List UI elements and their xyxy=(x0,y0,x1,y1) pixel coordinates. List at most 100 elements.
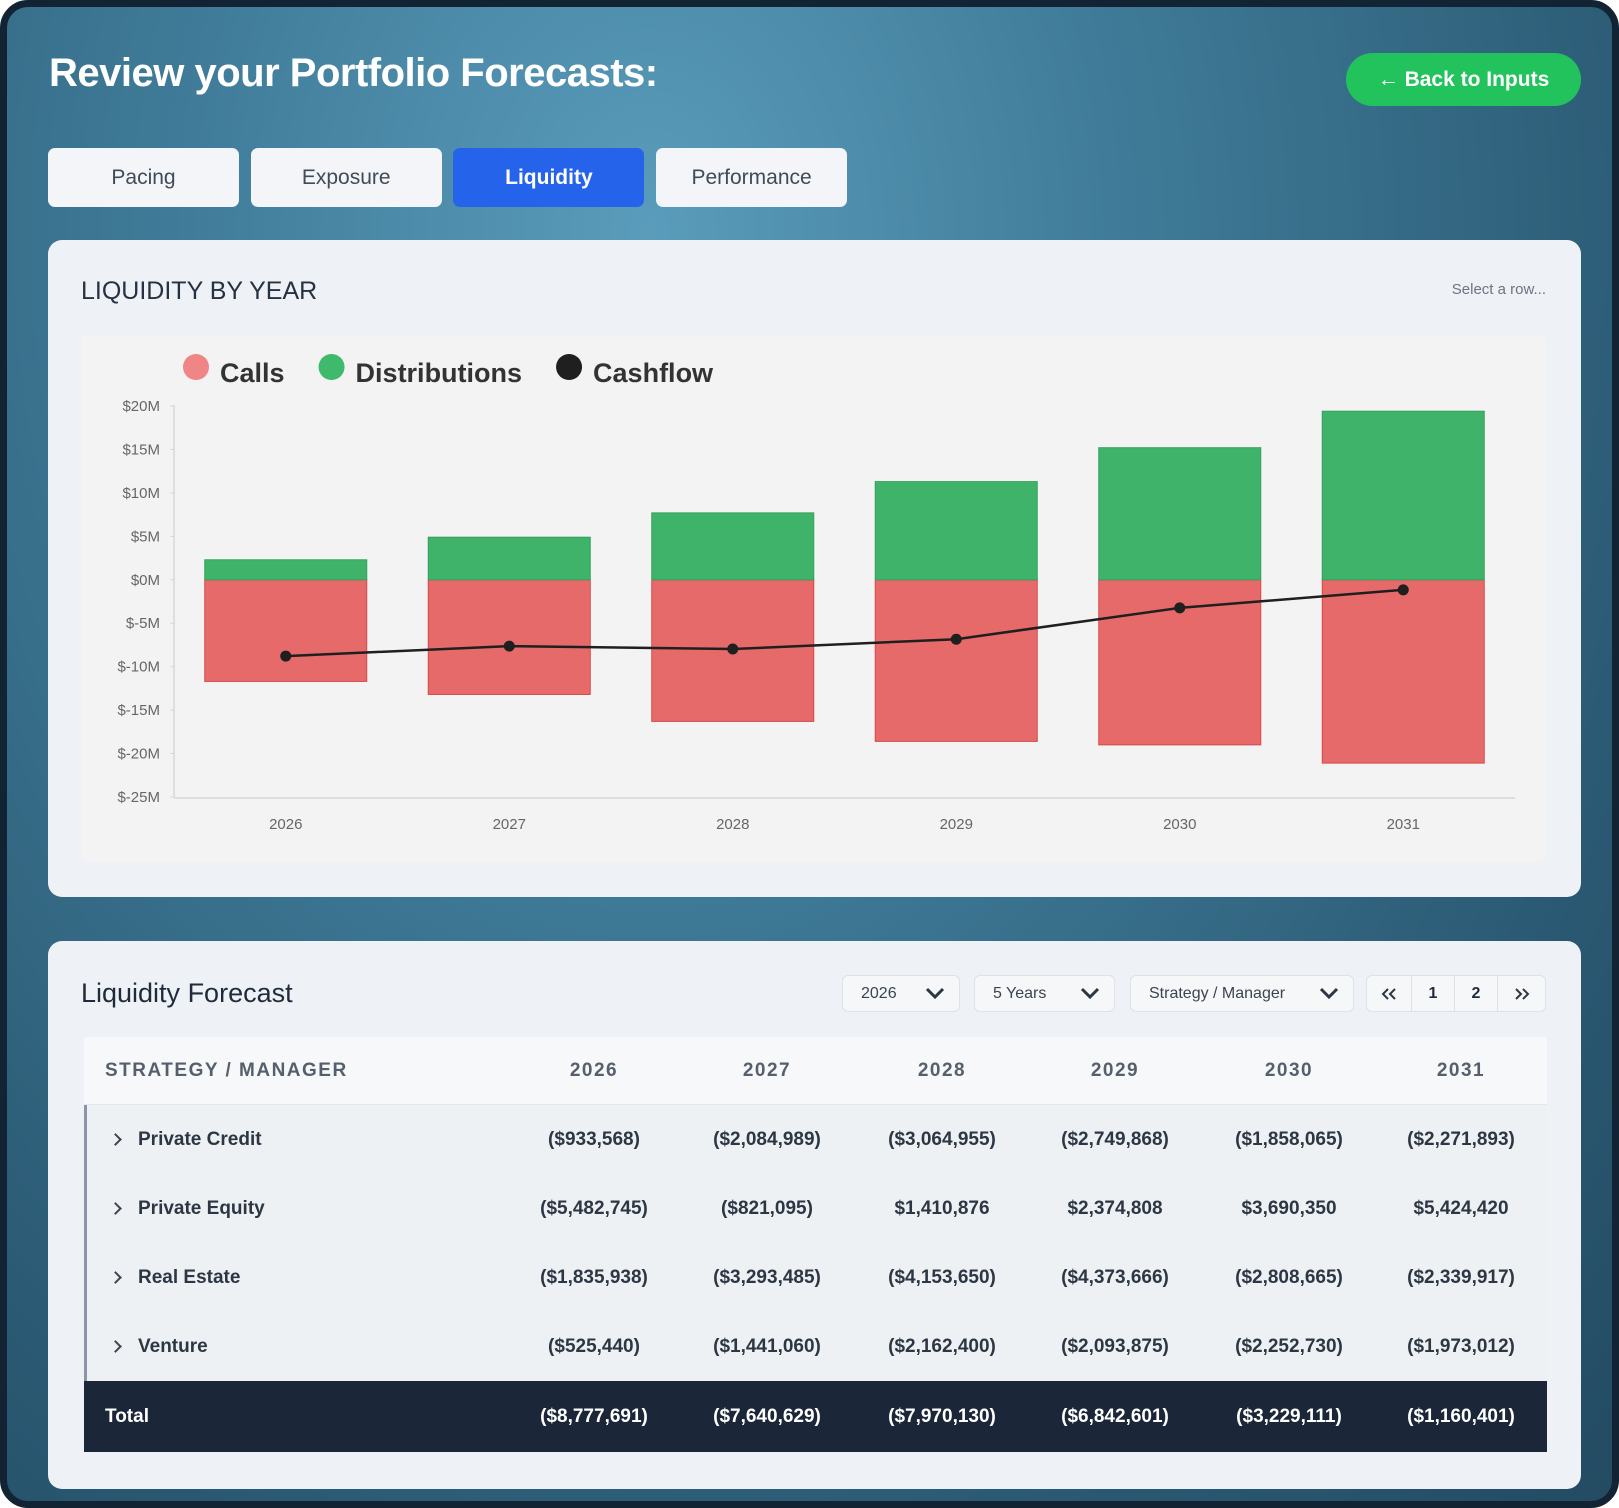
header-cell: 2029 xyxy=(1090,1059,1140,1081)
chevron xyxy=(1080,987,1100,1000)
expand-icon[interactable] xyxy=(109,1271,122,1284)
value-cell: ($933,568) xyxy=(548,1128,640,1150)
range-select[interactable]: 5 Years xyxy=(974,975,1115,1012)
legend-label: Calls xyxy=(220,358,285,388)
table-row[interactable]: Real Estate ($1,835,938) ($3,293,485) ($4,1… xyxy=(84,1243,1547,1312)
table-row[interactable]: Private Equity ($5,482,745) ($821,095) $1,4… xyxy=(84,1174,1547,1243)
bar xyxy=(204,559,368,581)
double-right-icon xyxy=(1514,987,1529,1000)
cashflow-point xyxy=(950,633,962,645)
value-cell: ($4,373,666) xyxy=(1061,1266,1169,1288)
range-select-text: 5 Years xyxy=(993,984,1047,1002)
value-cell: ($2,162,400) xyxy=(888,1335,996,1357)
table-row[interactable]: Venture ($525,440) ($1,441,060) ($2,162,400… xyxy=(84,1312,1547,1381)
row-name: Real Estate xyxy=(109,1243,491,1312)
legend-swatch xyxy=(556,354,583,380)
header-cell: 2031 xyxy=(1436,1059,1486,1081)
value-cell: $5,424,420 xyxy=(1413,1197,1509,1219)
value-cell: ($2,339,917) xyxy=(1407,1266,1515,1288)
last-page-button[interactable] xyxy=(1497,975,1546,1012)
y-tick-label: $5M xyxy=(131,528,160,545)
group-select[interactable]: Strategy / Manager xyxy=(1130,975,1354,1012)
year-select[interactable]: 2026 xyxy=(842,975,960,1012)
value-cell: ($525,440) xyxy=(548,1335,640,1357)
bar xyxy=(651,512,815,581)
chevron xyxy=(925,987,945,1000)
row-name: Private Equity xyxy=(109,1174,491,1243)
value-cell: ($3,293,485) xyxy=(713,1266,821,1288)
row-name-text: Private Credit xyxy=(138,1128,262,1150)
row-name-text: Real Estate xyxy=(138,1266,241,1288)
table-row[interactable]: Private Credit ($933,568) ($2,084,989) ($3,… xyxy=(84,1105,1547,1174)
x-tick-label: 2026 xyxy=(269,816,302,833)
first-page-button[interactable] xyxy=(1366,975,1412,1012)
bar xyxy=(1321,579,1485,764)
row-name: Venture xyxy=(109,1312,491,1381)
x-tick-label: 2027 xyxy=(493,816,526,833)
expand-icon[interactable] xyxy=(109,1133,122,1146)
bar xyxy=(1098,447,1262,581)
y-tick-label: $0M xyxy=(131,572,160,589)
cashflow-point xyxy=(1174,602,1186,614)
value-cell: ($2,271,893) xyxy=(1407,1128,1515,1150)
back-button[interactable]: ← Back to Inputs xyxy=(1346,53,1581,106)
y-tick-label: $15M xyxy=(122,441,160,458)
tab[interactable]: Performance xyxy=(656,148,848,207)
total-cell: ($7,640,629) xyxy=(713,1405,821,1427)
x-tick-label: 2030 xyxy=(1163,816,1196,833)
total-cell: ($3,229,111) xyxy=(1236,1405,1342,1427)
y-tick-label: $-25M xyxy=(117,789,160,806)
page-button[interactable]: 2 xyxy=(1454,975,1498,1012)
header-cell: 2030 xyxy=(1264,1059,1314,1081)
expand-icon[interactable] xyxy=(109,1202,122,1215)
page-button[interactable]: 1 xyxy=(1411,975,1455,1012)
page-title: Review your Portfolio Forecasts: xyxy=(49,51,658,95)
forecast-table: STRATEGY / MANAGER 2026 2027 2028 2029 2030 20… xyxy=(84,1037,1547,1452)
double-left-icon xyxy=(1381,987,1396,1000)
tab[interactable]: Liquidity xyxy=(453,148,645,207)
select-hint: Select a row... xyxy=(1451,281,1546,298)
y-tick-label: $-10M xyxy=(117,659,160,676)
chevron xyxy=(1319,987,1339,1000)
expand-icon[interactable] xyxy=(109,1340,122,1353)
row-name-text: Venture xyxy=(138,1335,208,1357)
x-tick-label: 2029 xyxy=(940,816,973,833)
table-card-title: Liquidity Forecast xyxy=(81,978,293,1008)
value-cell: ($5,482,745) xyxy=(540,1197,648,1219)
cashflow-point xyxy=(280,650,292,662)
value-cell: ($2,093,875) xyxy=(1061,1335,1169,1357)
header-cell: 2027 xyxy=(742,1059,792,1081)
bar xyxy=(874,579,1038,742)
bar xyxy=(427,579,591,695)
cashflow-point xyxy=(1397,584,1409,596)
value-cell: ($2,808,665) xyxy=(1235,1266,1343,1288)
total-cell: ($1,160,401) xyxy=(1407,1405,1515,1427)
value-cell: ($1,973,012) xyxy=(1407,1335,1515,1357)
total-cell: ($8,777,691) xyxy=(540,1405,648,1427)
header-cell: 2026 xyxy=(569,1059,619,1081)
cashflow-point xyxy=(727,643,739,655)
tab[interactable]: Pacing xyxy=(48,148,239,207)
value-cell: ($1,858,065) xyxy=(1235,1128,1343,1150)
value-cell: ($2,252,730) xyxy=(1235,1335,1343,1357)
value-cell: ($1,441,060) xyxy=(713,1335,821,1357)
legend-label: Cashflow xyxy=(593,358,714,388)
row-name: Private Credit xyxy=(109,1105,491,1174)
y-tick-label: $20M xyxy=(122,398,160,415)
chart: $20M $15M $10M $5M $0M $-5M $-10M $-15M $-20M $-2… xyxy=(117,354,1515,833)
tab[interactable]: Exposure xyxy=(250,148,442,207)
value-cell: ($4,153,650) xyxy=(888,1266,996,1288)
total-row: Total ($8,777,691) ($7,640,629) ($7,970,130… xyxy=(84,1381,1547,1452)
header-cell: STRATEGY / MANAGER xyxy=(105,1059,348,1081)
chart-card-title: LIQUIDITY BY YEAR xyxy=(81,277,318,305)
row-name-text: Private Equity xyxy=(138,1197,265,1219)
x-tick-label: 2028 xyxy=(716,816,749,833)
y-tick-label: $-15M xyxy=(117,702,160,719)
x-tick-label: 2031 xyxy=(1387,816,1420,833)
bar xyxy=(427,536,591,581)
bar xyxy=(204,579,368,682)
value-cell: ($2,084,989) xyxy=(713,1128,821,1150)
bar xyxy=(1321,410,1485,581)
value-cell: ($2,749,868) xyxy=(1061,1128,1169,1150)
